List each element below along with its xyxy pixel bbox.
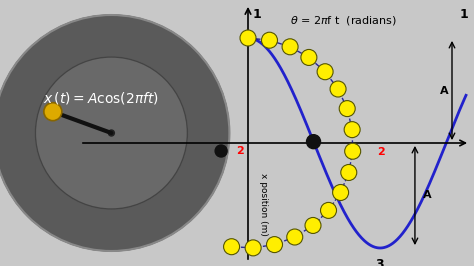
Circle shape <box>320 202 337 218</box>
Text: $\theta$ = 2$\pi$f t  (radians): $\theta$ = 2$\pi$f t (radians) <box>290 14 396 27</box>
Text: A: A <box>423 190 431 201</box>
Circle shape <box>305 218 321 234</box>
Circle shape <box>307 135 320 149</box>
Circle shape <box>262 32 277 48</box>
Circle shape <box>224 239 239 255</box>
Circle shape <box>240 30 256 46</box>
Circle shape <box>215 145 227 157</box>
Circle shape <box>345 143 361 159</box>
Text: 2: 2 <box>377 147 385 157</box>
Text: 3: 3 <box>375 258 384 266</box>
Circle shape <box>266 236 283 253</box>
Circle shape <box>245 240 261 256</box>
Circle shape <box>44 103 62 121</box>
Circle shape <box>317 64 333 80</box>
Circle shape <box>341 164 357 181</box>
Circle shape <box>339 101 355 117</box>
Circle shape <box>301 49 317 65</box>
Text: 2: 2 <box>236 146 244 156</box>
Text: $x\,(t)=A\cos\!\left(2\pi ft\right)$: $x\,(t)=A\cos\!\left(2\pi ft\right)$ <box>43 90 159 106</box>
Circle shape <box>333 185 348 201</box>
Circle shape <box>36 57 187 209</box>
Text: x position (m): x position (m) <box>259 173 268 236</box>
Text: 1: 1 <box>253 8 262 21</box>
Text: A: A <box>440 85 448 95</box>
Circle shape <box>0 15 229 251</box>
Circle shape <box>282 39 298 55</box>
Circle shape <box>109 130 114 136</box>
Circle shape <box>344 122 360 138</box>
Circle shape <box>330 81 346 97</box>
Circle shape <box>287 229 303 245</box>
Text: 1: 1 <box>459 8 468 21</box>
